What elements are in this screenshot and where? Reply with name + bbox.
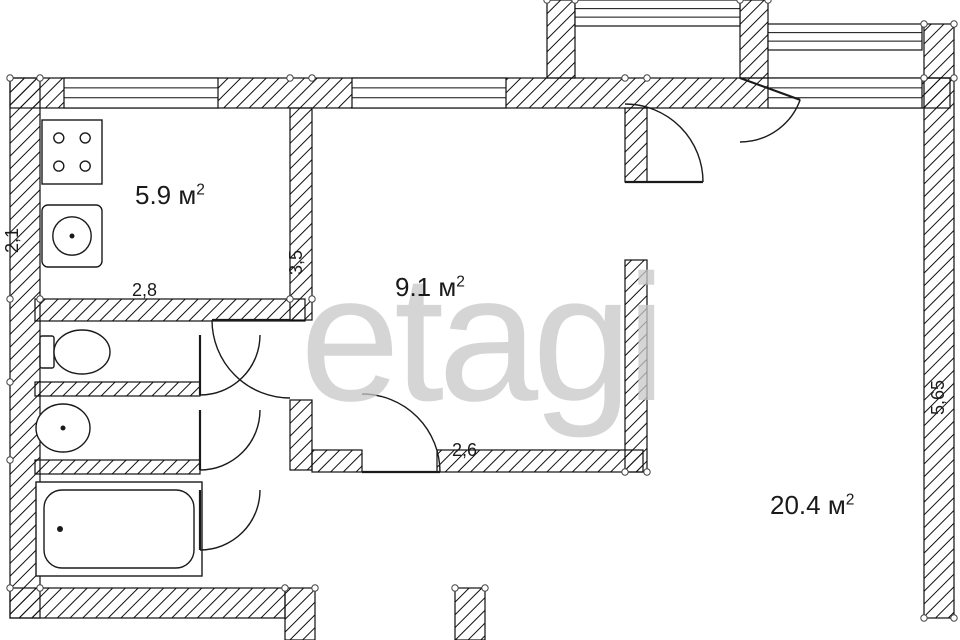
room-label-bedroom: 9.1 м2 xyxy=(395,272,465,303)
room-label-living: 20.4 м2 xyxy=(770,490,854,521)
dim-2-8: 2,8 xyxy=(132,280,157,301)
dim-2-6: 2,6 xyxy=(452,440,477,461)
floorplan-svg xyxy=(0,0,960,640)
room-label-kitchen: 5.9 м2 xyxy=(135,180,205,211)
windows-layer xyxy=(64,0,922,108)
dim-3-5: 3,5 xyxy=(286,250,307,275)
dim-5-65: 5,65 xyxy=(928,380,949,415)
floorplan-stage: { "canvas":{"w":960,"h":640,"bg":"#fffff… xyxy=(0,0,960,640)
dim-2-1: 2,1 xyxy=(2,228,23,253)
